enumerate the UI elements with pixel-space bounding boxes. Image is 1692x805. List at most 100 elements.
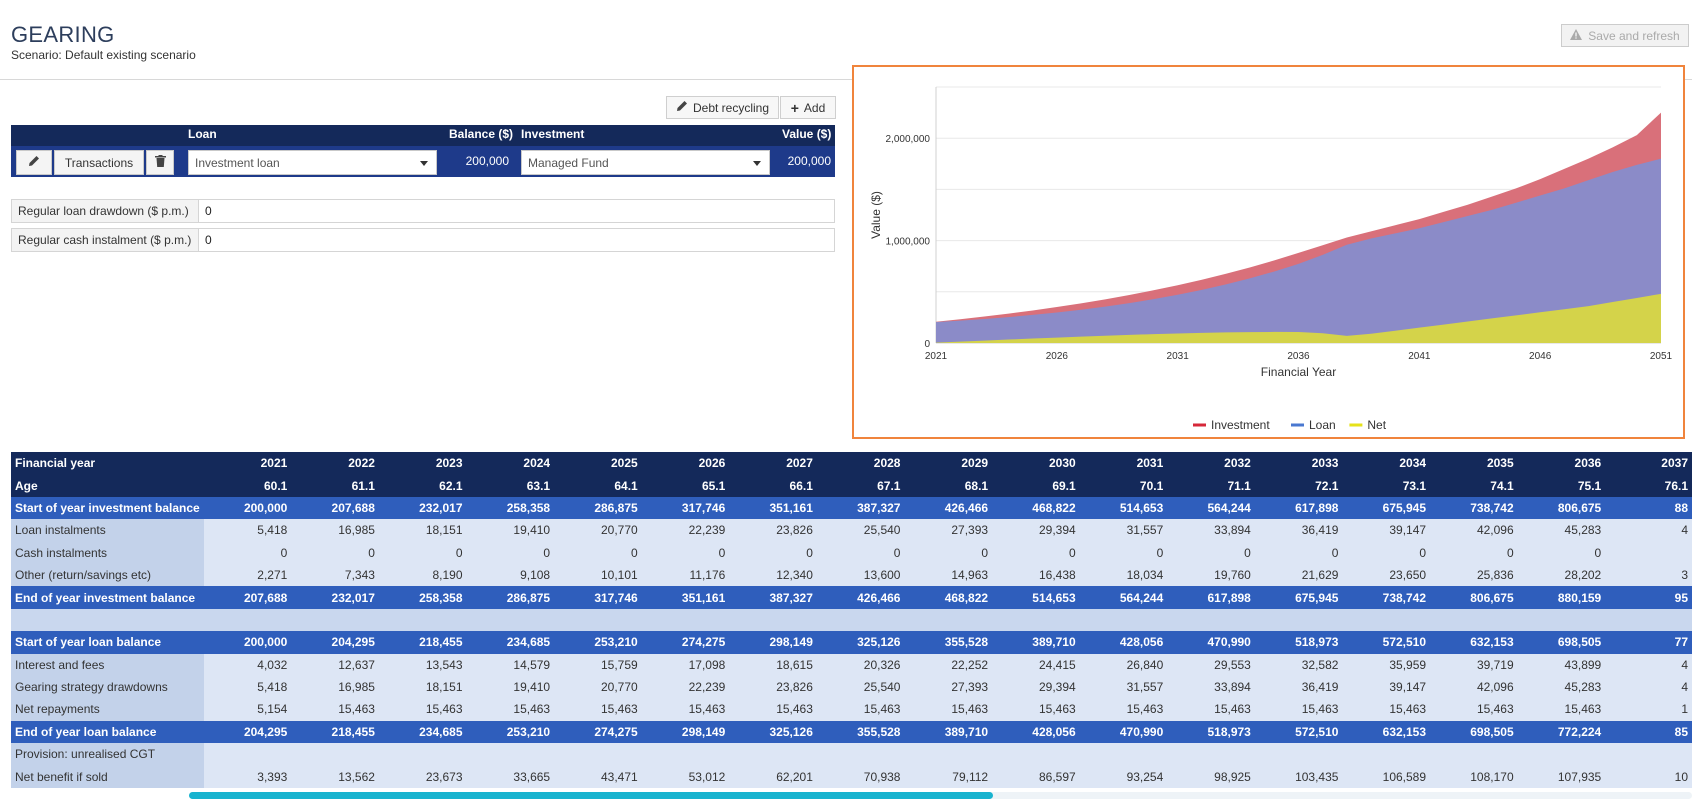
table-row: Start of year loan balance 200,000 204,295… — [11, 631, 1692, 654]
table-cell: 15,759 — [554, 653, 642, 676]
table-cell: 11,176 — [641, 563, 730, 587]
gearing-chart: 0 1,000,000 2,000,000 2021 2026 2031 2036 2041 2… — [852, 65, 1685, 439]
table-cell — [1605, 541, 1692, 564]
add-button[interactable]: + Add — [780, 96, 836, 119]
table-cell — [992, 608, 1080, 632]
table-cell — [1167, 743, 1255, 766]
row-label: Provision: unrealised CGT — [11, 743, 204, 766]
table-cell: 19,760 — [1167, 563, 1255, 587]
table-cell: 470,990 — [1079, 720, 1168, 744]
table-cell: 18,151 — [378, 519, 467, 542]
table-cell: 88 — [1605, 496, 1692, 520]
table-cell: 12,637 — [291, 653, 379, 676]
table-cell: 18,615 — [729, 653, 817, 676]
row-label: Financial year — [11, 452, 204, 475]
table-cell: 25,540 — [816, 675, 905, 699]
table-cell: 106,589 — [1342, 765, 1431, 788]
table-cell: 3,393 — [203, 765, 292, 788]
table-cell: 564,244 — [1167, 496, 1255, 520]
row-label: Age — [11, 474, 204, 497]
table-cell: 0 — [466, 541, 555, 564]
table-cell: 0 — [992, 541, 1080, 564]
x-tick-label: 2031 — [1167, 351, 1190, 362]
save-and-refresh-button[interactable]: Save and refresh — [1561, 24, 1689, 47]
chevron-down-icon — [420, 161, 428, 166]
table-cell: 2024 — [466, 452, 555, 475]
table-cell: 77 — [1605, 631, 1692, 654]
table-cell: 33,894 — [1167, 675, 1255, 699]
table-cell: 95 — [1605, 586, 1692, 609]
legend-label-net: Net — [1367, 418, 1386, 432]
table-cell: 572,510 — [1254, 720, 1343, 744]
table-cell — [1167, 608, 1255, 632]
table-cell: 60.1 — [203, 474, 292, 497]
x-tick-label: 2051 — [1650, 351, 1673, 362]
edit-loan-button[interactable] — [16, 150, 52, 175]
table-cell: 21,629 — [1254, 563, 1343, 587]
table-cell: 31,557 — [1079, 519, 1168, 542]
table-cell: 617,898 — [1254, 496, 1343, 520]
table-cell: 103,435 — [1254, 765, 1343, 788]
row-label — [11, 608, 204, 632]
transactions-button[interactable]: Transactions — [54, 150, 144, 175]
table-cell: 29,394 — [992, 519, 1080, 542]
table-cell: 39,719 — [1430, 653, 1518, 676]
regular-loan-drawdown-input[interactable]: 0 — [205, 204, 212, 218]
table-cell: 4,032 — [203, 653, 292, 676]
table-cell: 0 — [291, 541, 379, 564]
table-row: Provision: unrealised CGT — [11, 743, 1692, 766]
loan-select[interactable]: Investment loan — [188, 150, 437, 175]
table-cell: 2036 — [1517, 452, 1606, 475]
table-cell: 13,600 — [816, 563, 905, 587]
table-cell — [1430, 743, 1518, 766]
table-cell — [554, 743, 642, 766]
x-tick-label: 2046 — [1529, 351, 1552, 362]
table-cell: 234,685 — [466, 631, 555, 654]
table-cell: 428,056 — [1079, 631, 1168, 654]
table-cell: 3 — [1605, 563, 1692, 587]
table-cell: 61.1 — [291, 474, 379, 497]
table-cell: 0 — [1430, 541, 1518, 564]
investment-select[interactable]: Managed Fund — [521, 150, 770, 175]
table-cell — [1254, 743, 1343, 766]
table-cell: 28,202 — [1517, 563, 1606, 587]
table-row: Other (return/savings etc) 2,271 7,343 8,19… — [11, 563, 1692, 587]
table-cell: 33,894 — [1167, 519, 1255, 542]
horizontal-scrollbar-thumb[interactable] — [189, 792, 993, 799]
row-label: Start of year investment balance — [11, 496, 204, 520]
table-cell: 428,056 — [992, 720, 1080, 744]
table-row: Net repayments 5,154 15,463 15,463 15,463 15,… — [11, 698, 1692, 721]
table-row: Gearing strategy drawdowns 5,418 16,985 18,… — [11, 675, 1692, 699]
table-cell: 42,096 — [1430, 519, 1518, 542]
table-cell: 389,710 — [904, 720, 993, 744]
table-cell: 15,463 — [378, 698, 467, 721]
table-cell: 71.1 — [1167, 474, 1255, 497]
table-cell: 93,254 — [1079, 765, 1168, 788]
y-tick-label: 1,000,000 — [886, 237, 931, 248]
table-row: Financial year 2021 2022 2023 2024 2025 2026 20… — [11, 452, 1692, 475]
table-cell: 4 — [1605, 519, 1692, 542]
table-cell: 2028 — [816, 452, 905, 475]
table-cell: 2034 — [1342, 452, 1431, 475]
table-cell: 22,252 — [904, 653, 993, 676]
table-cell: 14,963 — [904, 563, 993, 587]
regular-cash-instalment-input[interactable]: 0 — [205, 233, 212, 247]
table-cell: 32,582 — [1254, 653, 1343, 676]
delete-loan-button[interactable] — [146, 150, 174, 175]
table-cell: 514,653 — [992, 586, 1080, 609]
debt-recycling-button[interactable]: Debt recycling — [666, 96, 779, 119]
table-cell: 298,149 — [641, 720, 730, 744]
table-cell: 218,455 — [378, 631, 467, 654]
table-cell: 317,746 — [554, 586, 642, 609]
row-label: Other (return/savings etc) — [11, 563, 204, 587]
table-cell: 355,528 — [816, 720, 905, 744]
table-cell — [291, 743, 379, 766]
table-cell: 23,673 — [378, 765, 467, 788]
table-cell: 0 — [378, 541, 467, 564]
table-cell: 16,985 — [291, 675, 379, 699]
table-cell: 15,463 — [1517, 698, 1606, 721]
investment-column-header: Investment — [521, 127, 585, 141]
table-cell: 468,822 — [992, 496, 1080, 520]
table-cell: 617,898 — [1167, 586, 1255, 609]
table-cell: 15,463 — [291, 698, 379, 721]
